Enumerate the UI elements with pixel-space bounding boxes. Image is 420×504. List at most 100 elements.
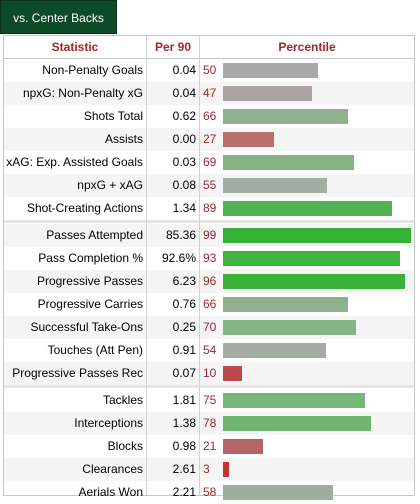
table-row: Successful Take-Ons 0.25 70 — [4, 316, 414, 339]
percentile-cell: 58 — [200, 481, 414, 504]
table-row: Progressive Carries 0.76 66 — [4, 293, 414, 316]
percentile-cell: 99 — [200, 224, 414, 247]
percentile-cell: 70 — [200, 316, 414, 339]
header-per90: Per 90 — [154, 40, 192, 54]
percentile-cell: 75 — [200, 389, 414, 412]
percentile-value: 96 — [203, 274, 217, 288]
table-header: Statistic Per 90 Percentile — [4, 36, 414, 59]
table-row: Aerials Won 2.21 58 — [4, 481, 414, 504]
percentile-cell: 96 — [200, 270, 414, 293]
percentile-value: 55 — [203, 178, 217, 192]
table-row: Shot-Creating Actions 1.34 89 — [4, 197, 414, 220]
per90-value: 0.62 — [172, 109, 196, 123]
stat-name: Clearances — [82, 462, 143, 476]
table-row: Assists 0.00 27 — [4, 128, 414, 151]
percentile-value: 54 — [203, 343, 217, 357]
header-percentile: Percentile — [278, 40, 336, 54]
percentile-bar — [223, 297, 348, 312]
header-statistic: Statistic — [51, 40, 99, 54]
stat-name: Assists — [104, 132, 143, 146]
percentile-value: 75 — [203, 393, 217, 407]
percentile-value: 70 — [203, 320, 217, 334]
table-row: Tackles 1.81 75 — [4, 389, 414, 412]
percentile-value: 21 — [203, 439, 217, 453]
percentile-bar — [223, 201, 392, 216]
percentile-bar — [223, 178, 327, 193]
stat-name: Aerials Won — [78, 485, 143, 499]
per90-value: 0.76 — [172, 297, 196, 311]
percentile-bar — [223, 343, 326, 358]
stat-name: Blocks — [107, 439, 143, 453]
percentile-cell: 55 — [200, 174, 414, 197]
per90-value: 0.08 — [172, 178, 196, 192]
percentile-value: 10 — [203, 366, 217, 380]
table-row: Passes Attempted 85.36 99 — [4, 224, 414, 247]
table-row: Pass Completion % 92.6% 93 — [4, 247, 414, 270]
per90-value: 0.91 — [172, 343, 196, 357]
percentile-value: 78 — [203, 416, 217, 430]
scouting-report-table: Statistic Per 90 Percentile Non-Penalty … — [3, 35, 415, 500]
table-row: Blocks 0.98 21 — [4, 435, 414, 458]
per90-value: 85.36 — [165, 228, 196, 242]
group-separator — [4, 220, 414, 223]
percentile-value: 50 — [203, 63, 217, 77]
stat-name: Progressive Passes Rec — [12, 366, 143, 380]
table-row: npxG: Non-Penalty xG 0.04 47 — [4, 82, 414, 105]
table-row: Interceptions 1.38 78 — [4, 412, 414, 435]
group-separator — [4, 385, 414, 388]
per90-value: 1.81 — [172, 393, 196, 407]
table-row: Non-Penalty Goals 0.04 50 — [4, 59, 414, 82]
stat-name: npxG: Non-Penalty xG — [22, 86, 143, 100]
percentile-cell: 69 — [200, 151, 414, 174]
percentile-bar — [223, 416, 371, 431]
per90-value: 0.25 — [172, 320, 196, 334]
percentile-value: 27 — [203, 132, 217, 146]
percentile-cell: 10 — [200, 362, 414, 385]
percentile-bar — [223, 320, 356, 335]
per90-value: 0.04 — [172, 86, 196, 100]
percentile-bar — [223, 109, 348, 124]
percentile-bar — [223, 251, 400, 266]
percentile-bar — [223, 63, 318, 78]
percentile-cell: 66 — [200, 105, 414, 128]
table-row: Progressive Passes Rec 0.07 10 — [4, 362, 414, 385]
percentile-bar — [223, 155, 354, 170]
percentile-value: 3 — [203, 462, 210, 476]
percentile-bar — [223, 274, 405, 289]
percentile-value: 58 — [203, 485, 217, 499]
percentile-cell: 21 — [200, 435, 414, 458]
column-divider — [146, 36, 147, 495]
percentile-bar — [223, 439, 263, 454]
percentile-cell: 54 — [200, 339, 414, 362]
stat-name: Non-Penalty Goals — [42, 63, 143, 77]
percentile-cell: 3 — [200, 458, 414, 481]
stat-name: npxG + xAG — [77, 178, 143, 192]
percentile-bar — [223, 366, 242, 381]
per90-value: 0.98 — [172, 439, 196, 453]
per90-value: 0.00 — [172, 132, 196, 146]
stat-name: Shots Total — [83, 109, 143, 123]
percentile-cell: 93 — [200, 247, 414, 270]
stat-name: Pass Completion % — [38, 251, 143, 265]
percentile-bar — [223, 228, 411, 243]
stat-name: xAG: Exp. Assisted Goals — [6, 155, 143, 169]
percentile-value: 47 — [203, 86, 217, 100]
percentile-bar — [223, 393, 365, 408]
percentile-bar — [223, 86, 312, 101]
per90-value: 6.23 — [172, 274, 196, 288]
percentile-value: 66 — [203, 109, 217, 123]
table-row: Progressive Passes 6.23 96 — [4, 270, 414, 293]
percentile-bar — [223, 462, 229, 477]
percentile-value: 93 — [203, 251, 217, 265]
percentile-value: 66 — [203, 297, 217, 311]
per90-value: 2.21 — [172, 485, 196, 499]
per90-value: 0.04 — [172, 63, 196, 77]
per90-value: 1.38 — [172, 416, 196, 430]
column-divider — [199, 36, 200, 495]
per90-value: 1.34 — [172, 201, 196, 215]
tab-vs-center-backs[interactable]: vs. Center Backs — [0, 0, 117, 34]
per90-value: 0.03 — [172, 155, 196, 169]
percentile-bar — [223, 132, 274, 147]
percentile-cell: 47 — [200, 82, 414, 105]
percentile-cell: 78 — [200, 412, 414, 435]
